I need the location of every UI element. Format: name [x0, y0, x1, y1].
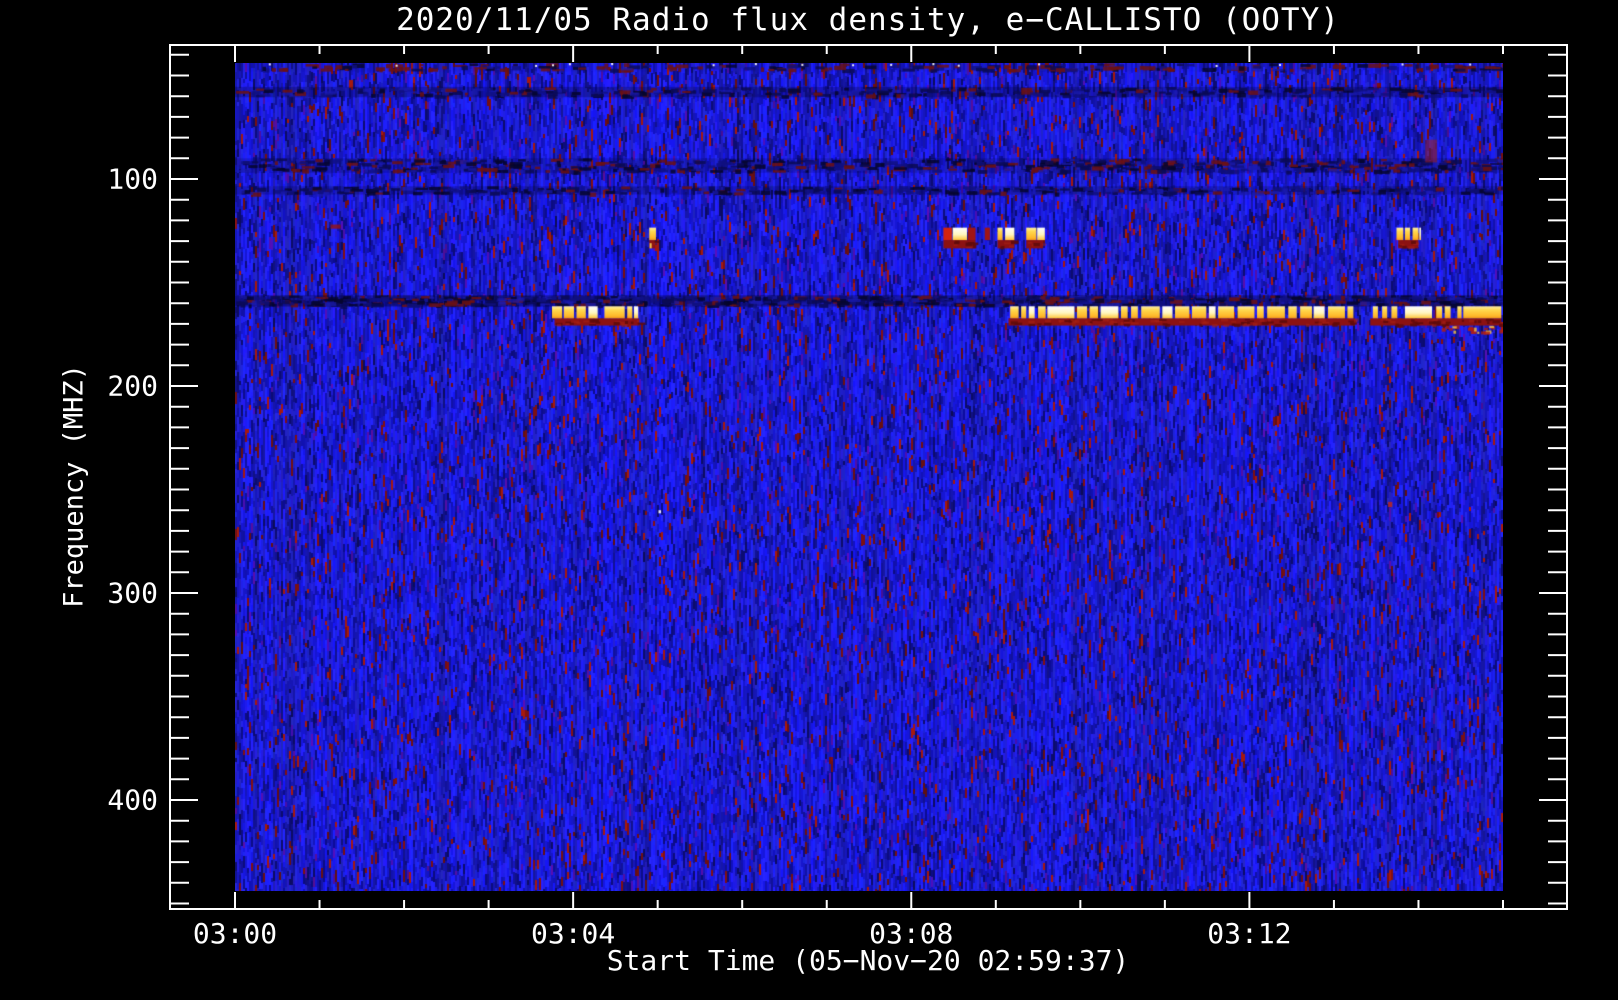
y-axis-title: Frequency (MHZ)	[58, 364, 90, 608]
y-tick-label: 300	[107, 576, 158, 610]
spectrogram-image	[235, 63, 1503, 891]
x-tick-label: 03:12	[1207, 917, 1292, 950]
x-tick-label: 03:00	[192, 917, 278, 950]
chart-title: 2020/11/05 Radio flux density, e−CALLIST…	[396, 2, 1340, 38]
y-tick-label: 400	[107, 783, 158, 817]
x-tick-label: 03:08	[869, 917, 954, 950]
y-tick-label: 100	[107, 162, 158, 196]
x-tick-label: 03:04	[530, 917, 616, 950]
x-axis-title: Start Time (05−Nov−20 02:59:37)	[606, 944, 1130, 977]
y-tick-label: 200	[107, 369, 158, 403]
plot-frame	[169, 44, 1568, 910]
